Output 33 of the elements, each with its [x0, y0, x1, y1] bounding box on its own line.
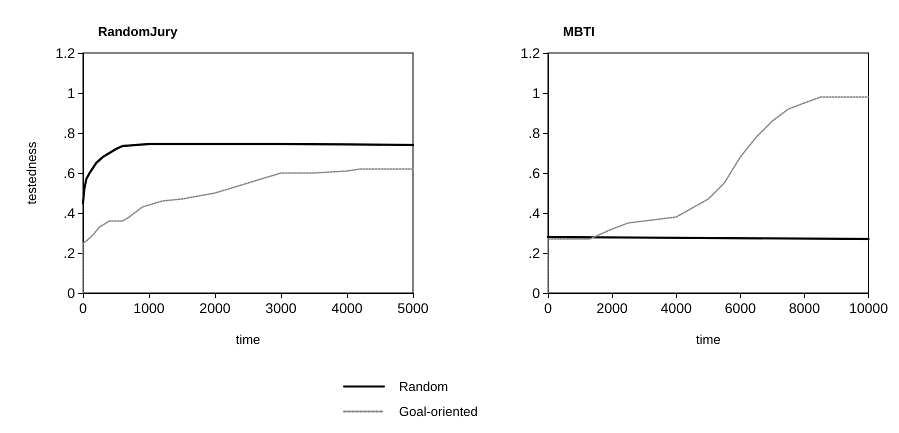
y-tick-label: .8	[63, 125, 76, 141]
x-tick-label: 2000	[199, 300, 231, 316]
y-tick-label: .4	[63, 205, 76, 221]
y-tick-label: .2	[63, 245, 76, 261]
y-tick-label: .8	[528, 125, 540, 141]
x-tick-label: 10000	[849, 300, 888, 316]
y-tick-label: .4	[528, 205, 540, 221]
y-tick-label: 0	[67, 285, 76, 301]
y-tick-label: 1.2	[56, 45, 76, 61]
x-tick-label: 5000	[397, 300, 429, 316]
x-tick-label: 6000	[724, 300, 756, 316]
legend-label: Random	[399, 379, 448, 394]
x-tick-label: 0	[544, 300, 552, 316]
y-tick-label: .6	[63, 165, 76, 181]
x-tick-label: 2000	[596, 300, 628, 316]
y-tick-label: 0	[532, 285, 540, 301]
x-axis-title: time	[696, 332, 721, 347]
x-tick-label: 4000	[660, 300, 692, 316]
y-axis-title: testedness	[24, 141, 39, 204]
legend-label: Goal-oriented	[399, 404, 478, 419]
x-tick-label: 8000	[788, 300, 820, 316]
chart-title: RandomJury	[98, 24, 178, 39]
x-axis-title: time	[236, 332, 260, 347]
x-tick-label: 0	[79, 300, 88, 316]
y-tick-label: 1.2	[520, 45, 540, 61]
chart-title: MBTI	[563, 24, 595, 39]
y-tick-label: .2	[528, 245, 540, 261]
x-tick-label: 4000	[331, 300, 363, 316]
y-tick-label: 1	[532, 85, 540, 101]
x-tick-label: 3000	[265, 300, 297, 316]
x-tick-label: 1000	[133, 300, 165, 316]
y-tick-label: 1	[67, 85, 76, 101]
y-tick-label: .6	[528, 165, 540, 181]
